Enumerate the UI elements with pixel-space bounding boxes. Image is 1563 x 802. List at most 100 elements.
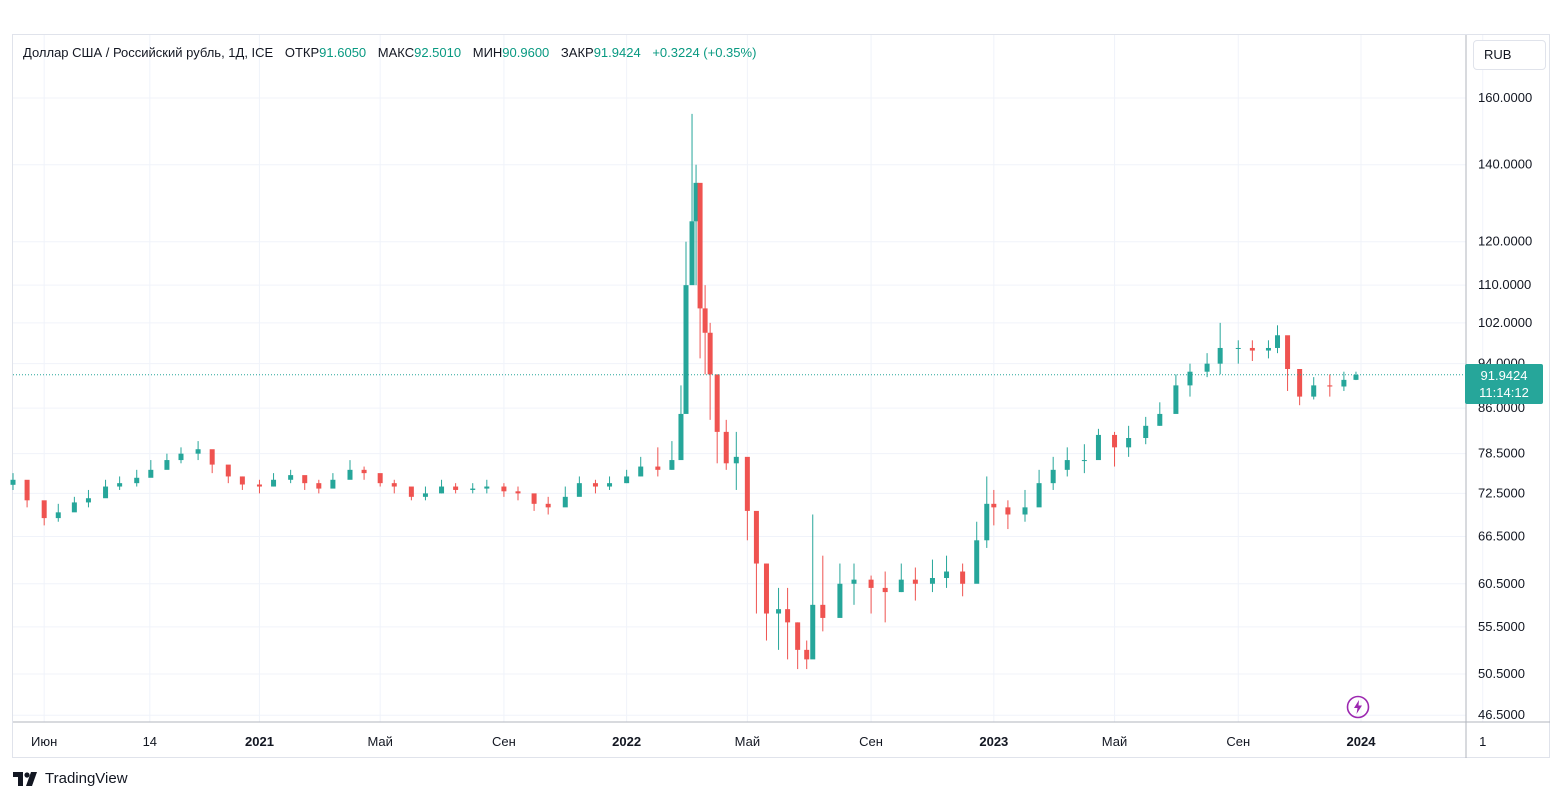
y-tick-label: 50.5000 — [1478, 666, 1525, 681]
low-value: 90.9600 — [502, 45, 550, 60]
candle-body — [1126, 438, 1132, 448]
candle-body — [929, 578, 935, 584]
candle-body — [1353, 374, 1359, 380]
candle-body — [868, 579, 874, 588]
candle-body — [271, 479, 277, 487]
candle-body — [239, 476, 245, 485]
branding-text: TradingView — [45, 770, 128, 787]
candle-body — [837, 583, 843, 618]
candle-body — [24, 479, 30, 501]
y-tick-label: 55.5000 — [1478, 619, 1525, 634]
low-label: МИН — [472, 45, 503, 60]
candle-body — [804, 649, 810, 660]
x-tick-label: 2021 — [245, 734, 274, 749]
high-value: 92.5010 — [414, 45, 462, 60]
x-tick-label: 14 — [143, 734, 157, 749]
candle-body — [810, 604, 816, 660]
candle-body — [316, 483, 322, 489]
x-tick-label: Май — [367, 734, 392, 749]
candle-body — [422, 493, 428, 497]
candle-body — [984, 503, 990, 541]
candle-body — [347, 469, 353, 480]
close-value: 91.9424 — [593, 45, 641, 60]
candle-body — [377, 473, 383, 484]
y-tick-label: 46.5000 — [1478, 707, 1525, 722]
candle-body — [851, 579, 857, 584]
candle-body — [1204, 363, 1210, 372]
candles — [10, 113, 1466, 670]
y-tick-label: 102.0000 — [1478, 315, 1532, 330]
candle-body — [1341, 379, 1347, 387]
candle-body — [10, 479, 16, 485]
symbol-label[interactable]: Доллар США / Российский рубль, 1Д, ICE — [23, 45, 274, 60]
y-tick-label: 66.5000 — [1478, 529, 1525, 544]
candle-body — [408, 486, 414, 497]
candle-body — [1249, 347, 1255, 351]
candle-body — [288, 475, 294, 480]
candle-body — [912, 579, 918, 584]
last-price-tag: 91.9424 11:14:12 — [1465, 364, 1543, 404]
candle-body — [776, 609, 782, 614]
candle-body — [117, 483, 123, 487]
lightning-icon[interactable] — [1346, 695, 1370, 719]
candle-body — [225, 464, 231, 477]
candle-body — [974, 540, 980, 584]
candle-body — [669, 460, 675, 470]
candle-body — [882, 587, 888, 593]
candle-body — [103, 486, 109, 499]
candle-body — [683, 285, 689, 414]
candle-body — [795, 622, 801, 650]
candle-body — [178, 453, 184, 461]
candle-body — [1173, 385, 1179, 414]
x-tick-label: Май — [1102, 734, 1127, 749]
candle-body — [1064, 460, 1070, 470]
close-label: ЗАКР — [560, 45, 594, 60]
candle-body — [164, 460, 170, 470]
candle-body — [1297, 369, 1303, 397]
candle-body — [55, 512, 61, 519]
chart-frame — [12, 34, 1550, 758]
candle-body — [1327, 385, 1333, 387]
y-tick-label: 120.0000 — [1478, 234, 1532, 249]
candle-body — [693, 182, 699, 222]
candle-body — [531, 493, 537, 504]
candle-body — [1022, 507, 1028, 515]
candle-body — [439, 486, 445, 494]
y-tick-label: 60.5000 — [1478, 576, 1525, 591]
tradingview-logo[interactable]: TradingView — [13, 770, 128, 787]
candle-body — [991, 503, 997, 508]
candle-body — [1157, 413, 1163, 426]
candle-body — [576, 483, 582, 497]
x-tick-label: Сен — [492, 734, 516, 749]
candle-body — [820, 604, 826, 618]
candle-body — [1275, 335, 1281, 348]
candle-body — [562, 496, 568, 508]
candle-body — [1036, 483, 1042, 508]
candle-body — [1265, 347, 1271, 351]
candle-body — [470, 488, 476, 490]
open-value: 91.6050 — [319, 45, 367, 60]
candle-body — [1143, 425, 1149, 439]
candle-body — [85, 498, 91, 503]
candle-body — [723, 431, 729, 464]
y-tick-label: 140.0000 — [1478, 157, 1532, 172]
x-tick-label: 1 — [1479, 734, 1486, 749]
candle-body — [707, 332, 713, 375]
candle-body — [391, 483, 397, 487]
change-value: +0.3224 (+0.35%) — [652, 45, 757, 60]
y-tick-label: 72.5000 — [1478, 485, 1525, 500]
currency-button[interactable]: RUB — [1473, 40, 1546, 70]
x-tick-label: 2024 — [1347, 734, 1377, 749]
candle-body — [697, 182, 703, 309]
candle-body — [624, 476, 630, 484]
countdown-value: 11:14:12 — [1479, 385, 1529, 400]
candle-body — [655, 466, 661, 470]
candle-body — [330, 479, 336, 489]
open-label: ОТКР — [284, 45, 320, 60]
candle-body — [71, 502, 77, 513]
candle-body — [944, 571, 950, 579]
candle-body — [1112, 434, 1118, 448]
candle-body — [1095, 434, 1101, 461]
candle-body — [41, 500, 47, 519]
